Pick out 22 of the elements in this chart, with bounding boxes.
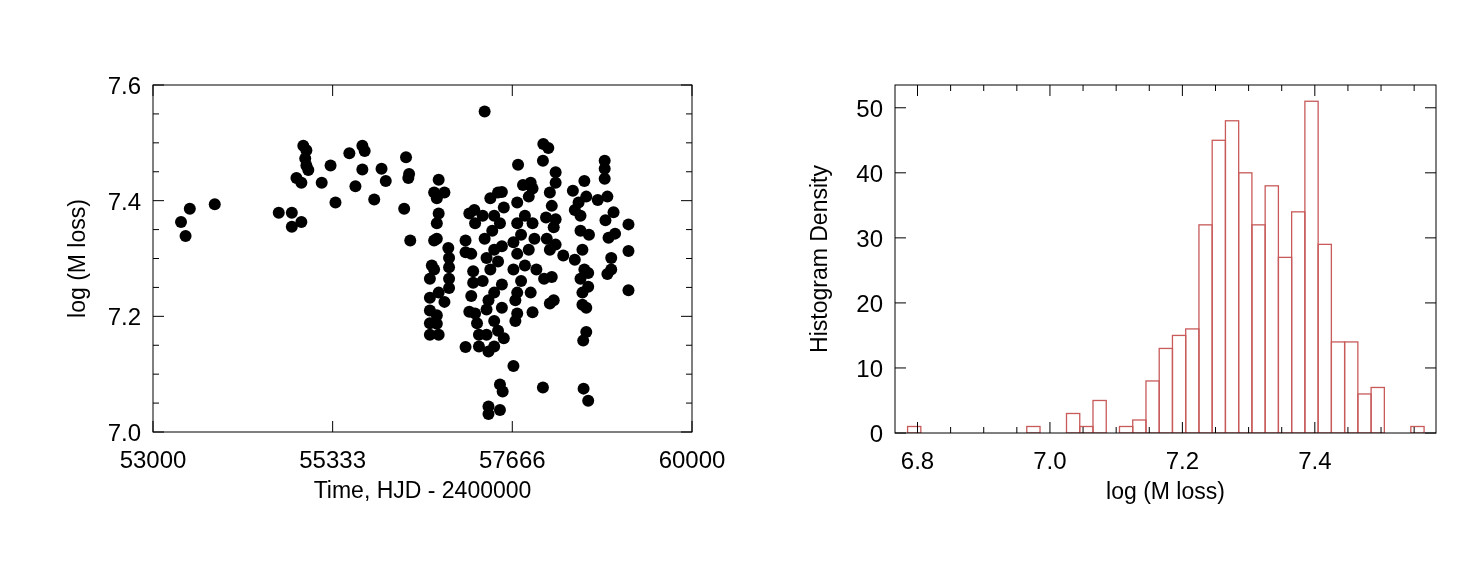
y-tick-label: 50	[856, 94, 883, 122]
y-tick-label: 0	[869, 420, 883, 447]
x-axis-title: log (M loss)	[1106, 478, 1225, 504]
x-tick-label: 7.2	[1165, 447, 1200, 474]
x-tick-label: 55333	[299, 446, 367, 473]
y-axis-title: Histogram Density	[806, 164, 832, 353]
text: 7.0	[107, 419, 141, 446]
y-tick-label: 30	[856, 224, 883, 252]
y-tick-label: 20	[856, 289, 883, 317]
x-tick-label: 57666	[478, 446, 546, 473]
x-axis-title: Time, HJD - 2400000	[313, 477, 532, 503]
y-tick-label: 7.4	[107, 187, 141, 215]
x-tick-label: 7.4	[1298, 447, 1332, 474]
y-tick-label: 7.2	[107, 303, 141, 331]
x-tick-label: 60000	[658, 446, 726, 473]
text: 7.0	[1033, 447, 1067, 474]
x-tick-label: 6.8	[900, 447, 935, 474]
y-tick-label: 7.6	[107, 72, 141, 99]
x-tick-label: 53000	[119, 446, 187, 473]
y-tick-label: 10	[856, 354, 883, 382]
y-axis-title: log (M loss)	[64, 199, 90, 318]
y-tick-label: 40	[856, 159, 883, 187]
